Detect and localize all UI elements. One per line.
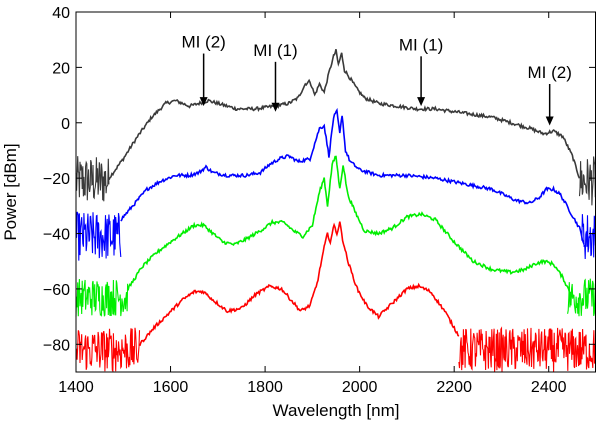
annotation-arrow-head [545, 116, 554, 126]
annotations-layer: MI (2) MI (1) MI (1) MI (2) [181, 33, 572, 126]
annotation-arrow-head [199, 97, 208, 107]
annotation-arrow-head [417, 97, 426, 107]
series-0-noise-right [578, 156, 596, 206]
series-1-curve [120, 107, 585, 245]
x-tick-label: 2000 [342, 379, 378, 396]
series-1-noise-right [581, 214, 596, 260]
y-axis-title: Power [dBm] [1, 143, 20, 240]
y-tick-label: −20 [43, 171, 70, 188]
series-0-curve [108, 49, 581, 181]
plot-frame [75, 11, 596, 373]
series-layer [75, 49, 596, 373]
y-tick-label: 20 [52, 60, 70, 77]
y-tick-label: −80 [43, 337, 70, 354]
series-3-noise-right [458, 326, 596, 372]
series-3-noise-left [75, 327, 141, 373]
series-1-noise-left [75, 211, 122, 261]
series-0-noise-left [75, 156, 110, 202]
x-tick-label: 2200 [436, 379, 472, 396]
ticks-layer: 1400 1600 1800 2000 2200 2400 −80 −60 −40 −20 0 20 4… [43, 5, 595, 396]
x-tick-label: 1800 [247, 379, 283, 396]
y-tick-label: 40 [52, 5, 70, 22]
series-3-curve [139, 221, 460, 347]
annotation-label: MI (2) [181, 33, 225, 52]
series-2-noise-left [75, 278, 129, 318]
x-tick-label: 2400 [531, 379, 567, 396]
annotation-arrow-head [271, 102, 280, 112]
annotation-label: MI (2) [527, 63, 571, 82]
y-tick-label: −60 [43, 282, 70, 299]
series-2-noise-right [567, 278, 596, 317]
x-tick-label: 1400 [58, 379, 94, 396]
annotation-label: MI (1) [399, 35, 443, 54]
y-tick-label: −40 [43, 227, 70, 244]
x-tick-label: 1600 [153, 379, 189, 396]
y-tick-label: 0 [61, 116, 70, 133]
series-2-curve [127, 155, 574, 298]
annotation-label: MI (1) [253, 41, 297, 60]
x-axis-title: Wavelength [nm] [273, 401, 400, 420]
